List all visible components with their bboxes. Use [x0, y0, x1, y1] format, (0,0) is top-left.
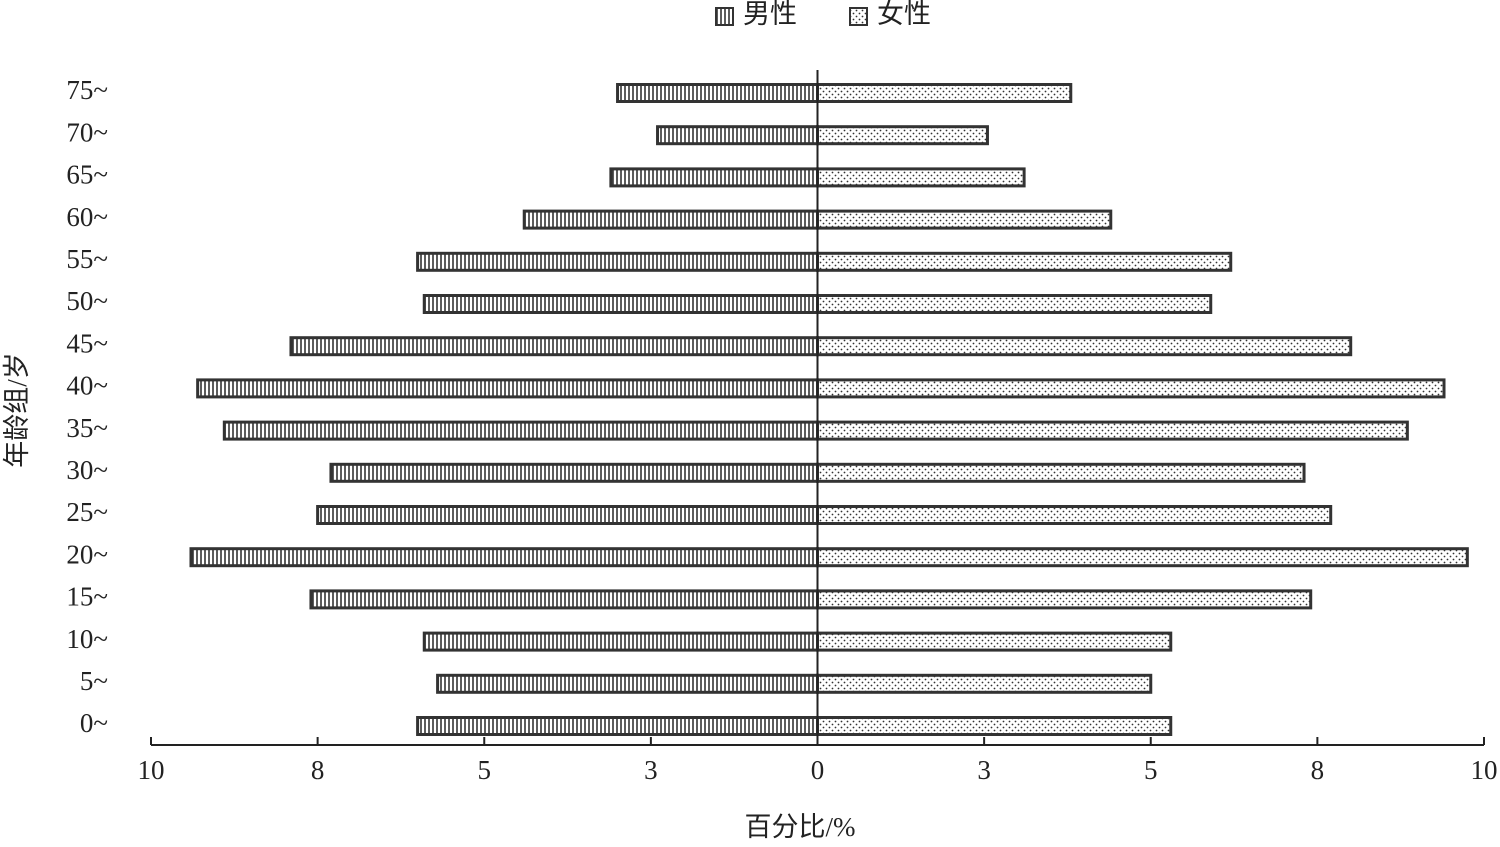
bar [816, 378, 1446, 399]
x-tick-label: 10 [1471, 755, 1498, 785]
bar [329, 462, 819, 483]
bar [816, 83, 1073, 103]
bar [816, 631, 1173, 652]
bar [656, 125, 819, 146]
bar [816, 420, 1409, 441]
bar [816, 505, 1333, 525]
bar [816, 547, 1469, 568]
bar [816, 589, 1313, 610]
bar [189, 547, 820, 568]
legend-swatch [849, 7, 868, 26]
x-axis-title: 百分比/% [745, 812, 856, 842]
y-tick-label: 65~ [66, 160, 108, 190]
y-tick-label: 45~ [66, 328, 108, 358]
y-tick-label: 30~ [66, 455, 108, 485]
bar [522, 209, 819, 230]
bar [816, 716, 1173, 736]
y-tick-label: 60~ [66, 202, 108, 232]
bar [196, 378, 819, 399]
bar [436, 673, 819, 694]
y-tick-label: 5~ [80, 666, 108, 696]
bar [422, 294, 819, 314]
x-tick-label: 3 [644, 755, 658, 785]
bar [816, 251, 1233, 272]
legend-swatch [715, 7, 734, 26]
bar [816, 462, 1306, 483]
y-tick-label: 15~ [66, 582, 108, 612]
x-tick-label: 3 [977, 755, 991, 785]
y-tick-label: 20~ [66, 539, 108, 569]
bar [816, 673, 1153, 694]
x-tick-label: 10 [138, 755, 165, 785]
bar [816, 167, 1026, 188]
y-tick-label: 25~ [66, 497, 108, 527]
bar [816, 294, 1213, 314]
bar [816, 125, 989, 146]
bar [222, 420, 819, 441]
legend-label: 女性 [877, 0, 931, 29]
y-tick-label: 10~ [66, 624, 108, 654]
x-tick-label: 0 [811, 755, 825, 785]
bar [616, 83, 819, 103]
bar [422, 631, 819, 652]
y-tick-label: 70~ [66, 117, 108, 147]
y-axis-title: 年龄组/岁 [2, 352, 32, 468]
y-tick-label: 50~ [66, 286, 108, 316]
bar [609, 167, 820, 188]
y-tick-label: 55~ [66, 244, 108, 274]
bar [816, 336, 1353, 357]
bar [416, 251, 819, 272]
legend-label: 男性 [743, 0, 797, 29]
bar [316, 505, 819, 525]
y-tick-label: 40~ [66, 371, 108, 401]
x-tick-label: 8 [1311, 755, 1325, 785]
y-tick-label: 0~ [80, 708, 108, 738]
bar [416, 716, 819, 736]
y-tick-label: 75~ [66, 75, 108, 105]
y-tick-label: 35~ [66, 413, 108, 443]
bar [816, 209, 1113, 230]
bar [309, 589, 819, 610]
x-tick-label: 5 [1144, 755, 1158, 785]
x-tick-label: 5 [478, 755, 492, 785]
bar [289, 336, 819, 357]
x-tick-label: 8 [311, 755, 325, 785]
